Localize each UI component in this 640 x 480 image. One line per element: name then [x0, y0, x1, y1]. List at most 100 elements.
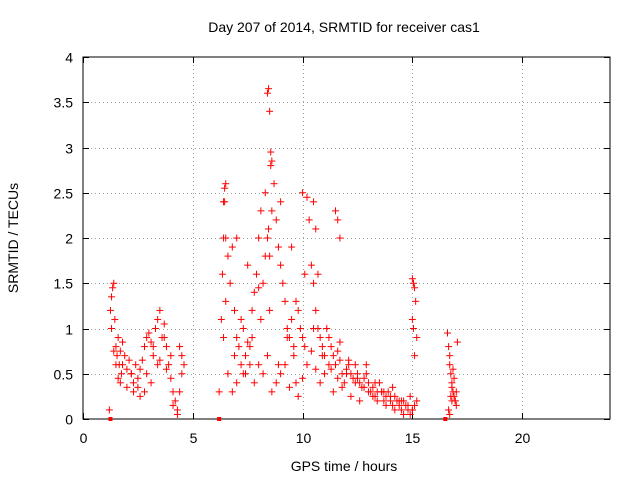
- data-point: [321, 370, 329, 378]
- data-point: [156, 306, 164, 314]
- data-point: [149, 352, 157, 360]
- data-point: [149, 343, 157, 351]
- y-tick-label: 3: [65, 141, 73, 157]
- data-point: [406, 392, 414, 400]
- data-point: [266, 252, 274, 260]
- data-point: [268, 388, 276, 396]
- data-point: [389, 401, 397, 409]
- data-point: [248, 334, 256, 342]
- data-point: [263, 352, 271, 360]
- data-point: [294, 306, 302, 314]
- data-point: [171, 397, 179, 405]
- data-point: [310, 198, 318, 206]
- data-point: [445, 406, 453, 414]
- data-point: [111, 315, 119, 323]
- x-tick-label: 10: [296, 430, 312, 446]
- data-point: [274, 243, 282, 251]
- data-point: [411, 352, 419, 360]
- data-point: [138, 356, 146, 364]
- data-point: [408, 315, 416, 323]
- data-point: [447, 392, 455, 400]
- data-point: [127, 370, 135, 378]
- data-point: [336, 234, 344, 242]
- data-point: [250, 288, 258, 296]
- data-point: [299, 334, 307, 342]
- data-point: [351, 361, 359, 369]
- data-point: [221, 184, 229, 192]
- data-point: [119, 361, 127, 369]
- data-point: [228, 388, 236, 396]
- data-point: [290, 343, 298, 351]
- data-point: [255, 361, 263, 369]
- data-point: [450, 374, 458, 382]
- data-point: [445, 343, 453, 351]
- data-point: [413, 334, 421, 342]
- y-tick-label: 4: [65, 50, 73, 66]
- data-point: [244, 338, 252, 346]
- data-point: [167, 374, 175, 382]
- data-point: [307, 347, 315, 355]
- y-tick-label: 0: [65, 412, 73, 428]
- data-point: [151, 325, 159, 332]
- data-point: [140, 343, 148, 351]
- data-point: [283, 325, 291, 332]
- data-point: [125, 356, 133, 364]
- data-point: [444, 329, 452, 337]
- data-point: [360, 383, 368, 391]
- data-point: [404, 401, 412, 409]
- data-point: [160, 320, 168, 328]
- data-point: [362, 361, 370, 369]
- baseline-marker: [217, 417, 222, 421]
- data-point: [117, 370, 125, 378]
- data-point: [312, 365, 320, 373]
- data-point: [169, 401, 177, 409]
- data-point: [147, 379, 155, 387]
- data-point: [312, 306, 320, 314]
- data-point: [222, 297, 230, 305]
- data-point: [259, 279, 267, 287]
- data-point: [448, 383, 456, 391]
- data-point: [218, 270, 226, 278]
- data-point: [413, 397, 421, 405]
- data-point: [108, 293, 116, 301]
- data-point: [154, 315, 162, 323]
- axis-ticks: 0 5 10 15 20 0 0.5 1 1.5 2 2.5 3 3.5 4: [54, 50, 610, 446]
- y-tick-label: 3.5: [54, 95, 74, 111]
- data-point: [239, 370, 247, 378]
- data-point: [140, 388, 148, 396]
- data-point: [109, 284, 117, 292]
- data-point: [343, 370, 350, 378]
- data-point: [301, 343, 309, 351]
- data-point: [373, 397, 381, 405]
- data-point: [257, 207, 265, 215]
- data-point: [292, 379, 300, 387]
- data-point: [222, 234, 230, 242]
- x-tick-label: 5: [190, 430, 198, 446]
- data-point: [267, 148, 275, 156]
- data-point: [299, 189, 307, 197]
- data-point: [314, 270, 322, 278]
- data-point: [147, 338, 155, 346]
- data-point: [226, 279, 234, 287]
- data-point: [285, 383, 293, 391]
- data-point: [224, 252, 232, 260]
- data-point: [165, 361, 173, 369]
- data-point: [338, 383, 346, 391]
- data-point: [222, 180, 230, 188]
- x-axis-label: GPS time / hours: [291, 458, 398, 474]
- data-point: [292, 297, 300, 305]
- data-point: [283, 334, 291, 342]
- data-point: [318, 343, 326, 351]
- y-tick-label: 1: [65, 322, 73, 338]
- data-point: [334, 374, 342, 382]
- data-point: [233, 234, 241, 242]
- data-point: [180, 361, 188, 369]
- data-point: [290, 352, 298, 360]
- data-point: [347, 392, 355, 400]
- data-point: [356, 397, 364, 405]
- data-point: [136, 392, 144, 400]
- data-point: [241, 352, 249, 360]
- data-point: [409, 279, 417, 287]
- data-point: [114, 334, 122, 342]
